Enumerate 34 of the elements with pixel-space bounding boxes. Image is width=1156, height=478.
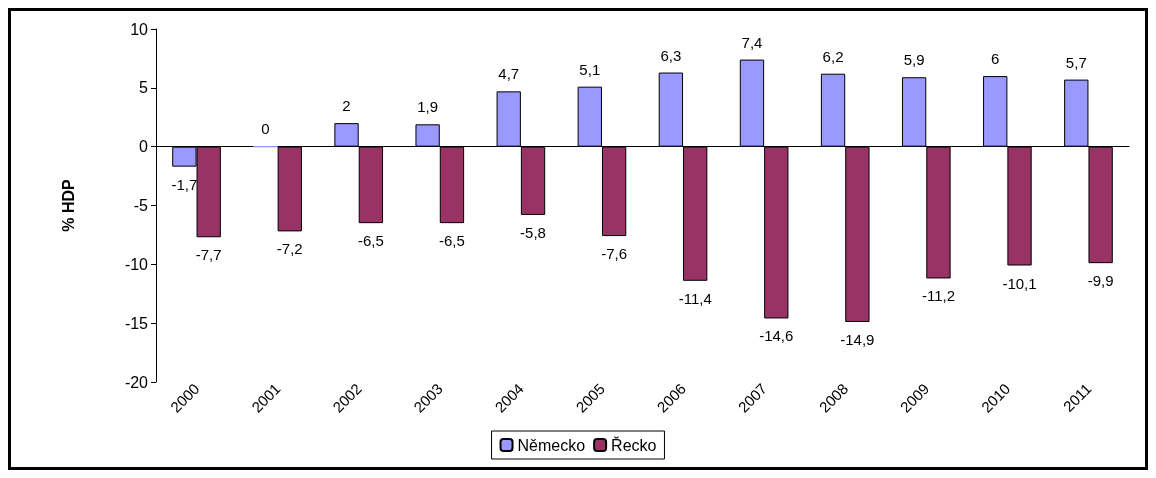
data-label: -10,1: [1002, 274, 1037, 292]
y-tick-label: 0: [139, 138, 149, 156]
data-label: -6,5: [439, 232, 465, 250]
data-label: -7,7: [195, 246, 222, 264]
data-label: -14,6: [759, 327, 794, 345]
y-axis-title: % HDP: [59, 178, 77, 232]
data-label: -14,9: [840, 330, 875, 348]
data-label: 4,7: [498, 65, 520, 83]
y-tick-label: -5: [133, 197, 149, 214]
legend-label: Německo: [517, 436, 586, 454]
y-tick-label: -10: [124, 255, 149, 273]
data-label: 6: [991, 50, 1000, 68]
data-label: 5,9: [903, 51, 925, 69]
data-label: -5,8: [520, 223, 546, 241]
data-label: 7,4: [741, 33, 763, 51]
data-label: 0: [261, 120, 270, 138]
data-label: -7,6: [601, 245, 628, 263]
y-tick-label: 10: [130, 20, 149, 38]
data-label: -7,2: [276, 240, 303, 258]
data-label: 6,3: [660, 46, 682, 64]
y-tick-label: -15: [124, 314, 149, 332]
data-label: -9,9: [1087, 272, 1114, 290]
data-label: 2: [342, 97, 351, 115]
legend-label: Řecko: [611, 435, 657, 454]
data-label: -6,5: [357, 232, 384, 250]
data-label: -11,2: [921, 287, 955, 305]
data-label: -11,4: [678, 289, 712, 307]
data-label: 1,9: [417, 98, 439, 116]
data-label: -1,7: [171, 175, 198, 193]
y-tick-label: 5: [139, 79, 149, 97]
data-label: 6,2: [822, 47, 844, 65]
data-label: 5,7: [1065, 53, 1087, 71]
y-tick-label: -20: [124, 373, 149, 391]
data-label: 5,1: [579, 60, 601, 78]
